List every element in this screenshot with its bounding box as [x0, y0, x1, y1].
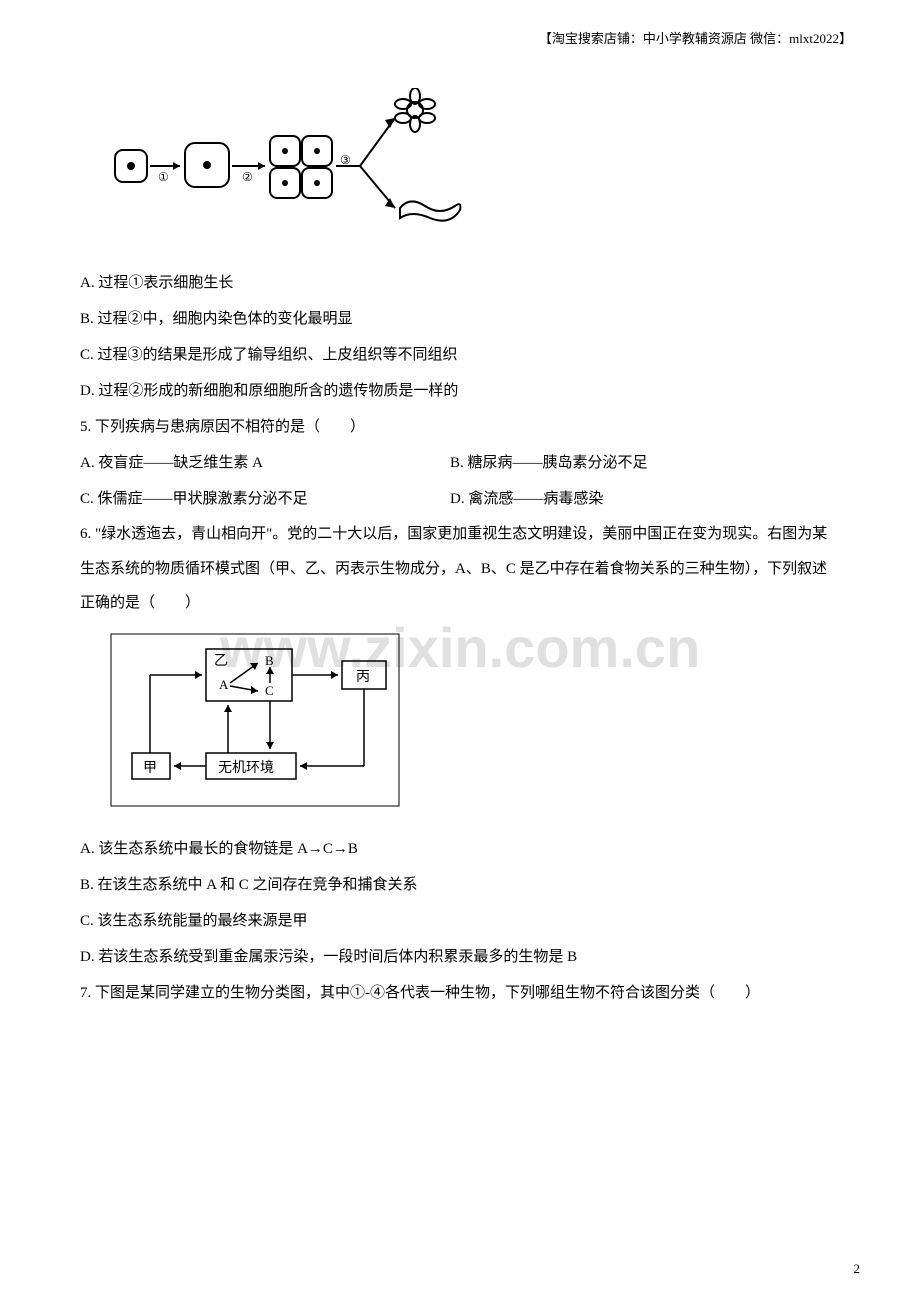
q6-option-d: D. 若该生态系统受到重金属汞污染，一段时间后体内积累汞最多的生物是 B [80, 939, 840, 975]
q4-option-a: A. 过程①表示细胞生长 [80, 265, 840, 301]
header-text: 【淘宝搜索店铺：中小学教辅资源店 微信：mlxt2022】 [539, 31, 852, 46]
q5-option-b: B. 糖尿病——胰岛素分泌不足 [450, 445, 840, 481]
page-header: 【淘宝搜索店铺：中小学教辅资源店 微信：mlxt2022】 [539, 28, 852, 47]
q4-option-c: C. 过程③的结果是形成了输导组织、上皮组织等不同组织 [80, 337, 840, 373]
node-wuji: 无机环境 [218, 760, 274, 776]
label-2: ② [242, 170, 253, 184]
q6-option-c: C. 该生态系统能量的最终来源是甲 [80, 903, 840, 939]
node-a: A [219, 677, 229, 692]
q5-option-d: D. 禽流感——病毒感染 [450, 481, 840, 517]
node-bing: 丙 [356, 670, 370, 685]
main-content: ① ② ③ [80, 88, 840, 1011]
q5-option-a: A. 夜盲症——缺乏维生素 A [80, 445, 450, 481]
ecosystem-diagram: 乙 A B C 丙 甲 无机环境 [110, 633, 840, 813]
cell-division-svg: ① ② ③ [100, 88, 470, 238]
q5-row2: C. 侏儒症——甲状腺激素分泌不足 D. 禽流感——病毒感染 [80, 481, 840, 517]
node-b: B [265, 653, 274, 668]
q6-option-a: A. 该生态系统中最长的食物链是 A→C→B [80, 831, 840, 867]
cell-diagram: ① ② ③ [100, 88, 840, 243]
q7-stem: 7. 下图是某同学建立的生物分类图，其中①-④各代表一种生物，下列哪组生物不符合… [80, 975, 840, 1011]
q4-option-b: B. 过程②中，细胞内染色体的变化最明显 [80, 301, 840, 337]
q5-option-c: C. 侏儒症——甲状腺激素分泌不足 [80, 481, 450, 517]
q6-stem: 6. "绿水透迤去，青山相向开"。党的二十大以后，国家更加重视生态文明建设，美丽… [80, 517, 840, 621]
q6-option-b: B. 在该生态系统中 A 和 C 之间存在竞争和捕食关系 [80, 867, 840, 903]
q5-stem: 5. 下列疾病与患病原因不相符的是（ ） [80, 409, 840, 445]
label-1: ① [158, 170, 169, 184]
ecosystem-svg: 乙 A B C 丙 甲 无机环境 [110, 633, 400, 808]
page-number: 2 [854, 1261, 861, 1277]
label-3: ③ [340, 153, 351, 167]
node-jia: 甲 [143, 761, 157, 776]
q5-row1: A. 夜盲症——缺乏维生素 A B. 糖尿病——胰岛素分泌不足 [80, 445, 840, 481]
q4-option-d: D. 过程②形成的新细胞和原细胞所含的遗传物质是一样的 [80, 373, 840, 409]
node-yi: 乙 [214, 653, 228, 669]
node-c: C [265, 683, 274, 698]
